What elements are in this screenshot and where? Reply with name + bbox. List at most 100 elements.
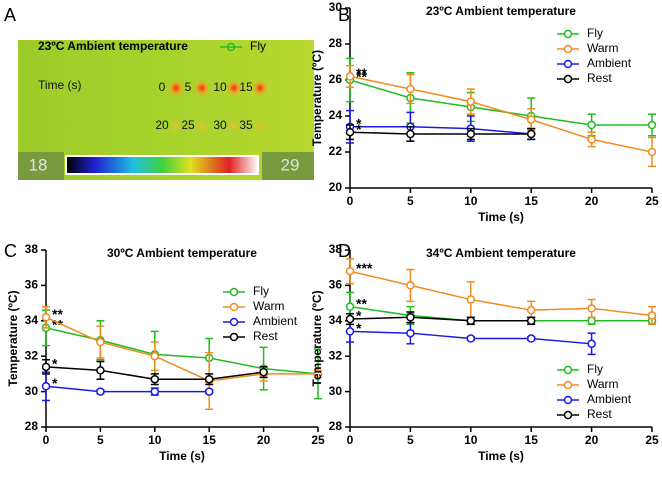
marker	[526, 316, 536, 326]
series-line	[45, 316, 318, 382]
legend-label: Warm	[587, 41, 619, 55]
marker	[259, 367, 268, 377]
chart-title: 34ºC Ambient temperature	[426, 246, 576, 260]
marker	[204, 387, 214, 396]
legend-marker	[563, 59, 573, 69]
legend-label: Fly	[253, 284, 269, 298]
marker	[647, 120, 657, 130]
annotation: **	[356, 69, 367, 85]
panel-label: D	[338, 241, 351, 261]
marker	[526, 305, 536, 315]
y-tick-label: 32	[329, 348, 343, 362]
annotation: *	[356, 121, 362, 137]
heat-spot	[167, 117, 185, 135]
y-tick-label: 28	[329, 36, 343, 50]
marker	[41, 313, 51, 322]
y-tick-label: 30	[25, 384, 39, 398]
legend-marker	[229, 287, 239, 297]
heat-spot	[225, 117, 243, 135]
chart-title: 30ºC Ambient temperature	[107, 246, 257, 260]
legend-marker	[226, 42, 236, 52]
x-axis-label: Time (s)	[159, 449, 205, 463]
heat-spot	[167, 79, 185, 97]
chart-title: 23ºC Ambient temperature	[38, 39, 188, 53]
marker	[466, 316, 476, 326]
y-tick-label: 28	[25, 419, 39, 433]
legend-label: Rest	[253, 329, 278, 343]
marker	[204, 374, 214, 384]
panel-label: A	[4, 5, 16, 25]
marker	[150, 374, 160, 384]
legend-label: Rest	[587, 407, 612, 421]
legend-marker	[563, 44, 573, 54]
marker	[466, 97, 476, 106]
series-line	[349, 305, 652, 322]
time-label: 35	[239, 118, 253, 132]
marker	[526, 129, 536, 139]
x-axis-label: Time (s)	[478, 210, 524, 224]
time-label: 5	[185, 80, 192, 94]
heat-spot	[225, 79, 243, 97]
marker	[345, 72, 355, 81]
chart-title: 23ºC Ambient temperature	[426, 4, 576, 18]
marker	[587, 135, 596, 144]
panel-label: B	[338, 5, 350, 25]
x-tick-label: 5	[407, 194, 414, 208]
y-axis-label: Temperature (ºC)	[310, 50, 324, 146]
marker	[345, 327, 355, 336]
x-tick-label: 10	[464, 194, 478, 208]
legend-marker	[563, 29, 573, 39]
marker	[647, 147, 657, 157]
series-line	[349, 270, 653, 317]
legend-label: Fly	[587, 26, 603, 40]
x-tick-label: 20	[585, 194, 599, 208]
annotation: **	[52, 306, 63, 322]
series-line	[45, 385, 210, 393]
legend-marker	[229, 302, 239, 312]
legend-label: Ambient	[253, 314, 298, 328]
x-tick-label: 5	[97, 433, 104, 447]
x-tick-label: 20	[585, 433, 599, 447]
series-line	[350, 126, 532, 135]
legend-label: Fly	[250, 39, 266, 53]
x-tick-label: 5	[407, 433, 414, 447]
legend-label: Fly	[587, 362, 603, 376]
marker	[313, 369, 323, 379]
marker	[587, 316, 596, 326]
y-tick-label: 36	[25, 278, 39, 292]
x-tick-label: 15	[525, 194, 539, 208]
annotation: *	[356, 116, 362, 132]
heat-spot	[251, 117, 269, 135]
x-tick-label: 15	[203, 433, 217, 447]
y-tick-label: 34	[329, 313, 343, 327]
series-line	[349, 131, 532, 135]
time-label: 20	[155, 118, 169, 132]
marker	[587, 120, 596, 130]
marker	[345, 302, 355, 311]
legend-marker	[563, 365, 573, 375]
legend-marker	[563, 380, 573, 390]
legend-label: Ambient	[587, 56, 632, 70]
marker	[526, 115, 536, 124]
legend-marker	[229, 332, 239, 342]
legend-label: Rest	[587, 71, 612, 85]
marker	[150, 387, 160, 396]
y-tick-label: 32	[25, 348, 39, 362]
marker	[345, 314, 355, 324]
annotation: *	[356, 320, 362, 336]
marker	[406, 281, 415, 290]
y-tick-label: 38	[25, 242, 39, 256]
x-tick-label: 0	[347, 194, 354, 208]
y-tick-label: 24	[329, 108, 343, 122]
annotation: *	[52, 356, 58, 372]
series-line	[349, 316, 532, 322]
y-tick-label: 26	[329, 72, 343, 86]
marker	[466, 129, 476, 139]
marker	[96, 387, 105, 396]
heat-spot	[251, 79, 269, 97]
axis-label: Time (s)	[38, 78, 82, 92]
y-tick-label: 30	[329, 0, 343, 14]
marker	[587, 304, 596, 313]
marker	[406, 84, 415, 94]
